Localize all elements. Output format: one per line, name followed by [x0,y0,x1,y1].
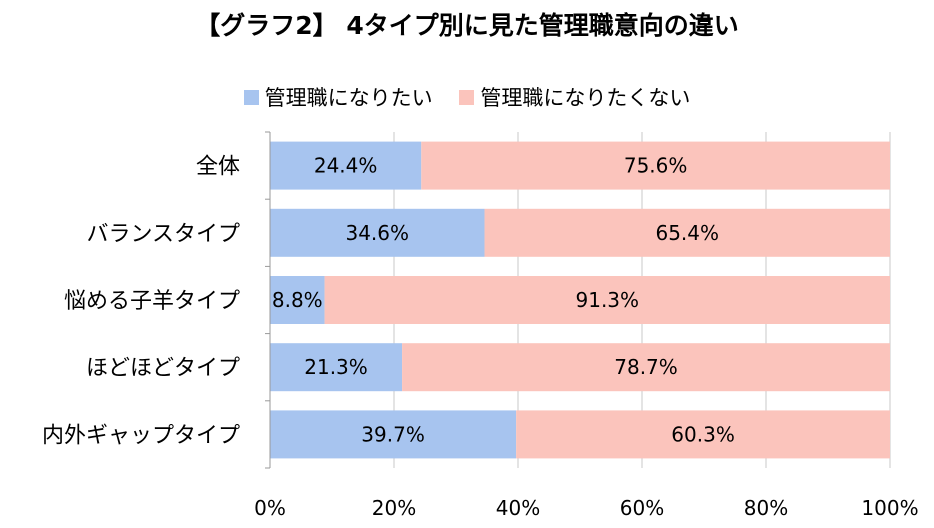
x-tick-label: 40% [496,496,540,520]
bar-want [270,276,325,324]
x-tick-label: 100% [861,496,918,520]
x-tick-label: 0% [254,496,286,520]
data-label-want: 24.4% [314,154,378,178]
legend-label-not-want: 管理職になりたくない [480,86,691,110]
bar-not-want [516,410,890,459]
bar-want [270,410,517,459]
data-label-not-want: 78.7% [614,355,678,379]
category-label: 内外ギャップタイプ [42,423,240,448]
category-label: 全体 [196,155,240,180]
x-tick-label: 60% [620,496,664,520]
bar-want [270,141,422,190]
bar-want [270,208,485,257]
category-label: ほどほどタイプ [86,356,240,381]
legend-swatch-want [243,89,259,105]
legend-label-want: 管理職になりたい [264,86,433,110]
legend-item-want: 管理職になりたい [243,82,433,112]
data-label-not-want: 75.6% [624,154,688,178]
x-tick-label: 20% [372,496,416,520]
bar-want [270,343,403,392]
legend-item-not-want: 管理職になりたくない [459,82,690,112]
data-label-want: 39.7% [361,422,425,446]
legend-swatch-not-want [459,89,475,105]
data-label-want: 34.6% [345,221,409,245]
category-label: 悩める子羊タイプ [64,289,240,314]
bar-not-want [402,343,890,392]
data-label-not-want: 60.3% [671,422,735,446]
bar-not-want [421,141,890,190]
data-label-not-want: 91.3% [576,288,640,312]
data-label-want: 8.8% [272,288,323,312]
bar-not-want [324,276,890,324]
chart-title: 【グラフ2】 4タイプ別に見た管理職意向の違い [195,11,739,40]
x-tick-label: 80% [744,496,788,520]
category-label: バランスタイプ [86,222,240,247]
bar-not-want [484,208,890,257]
legend: 管理職になりたい 管理職になりたくない [0,82,934,112]
data-label-want: 21.3% [304,355,368,379]
data-label-not-want: 65.4% [655,221,719,245]
